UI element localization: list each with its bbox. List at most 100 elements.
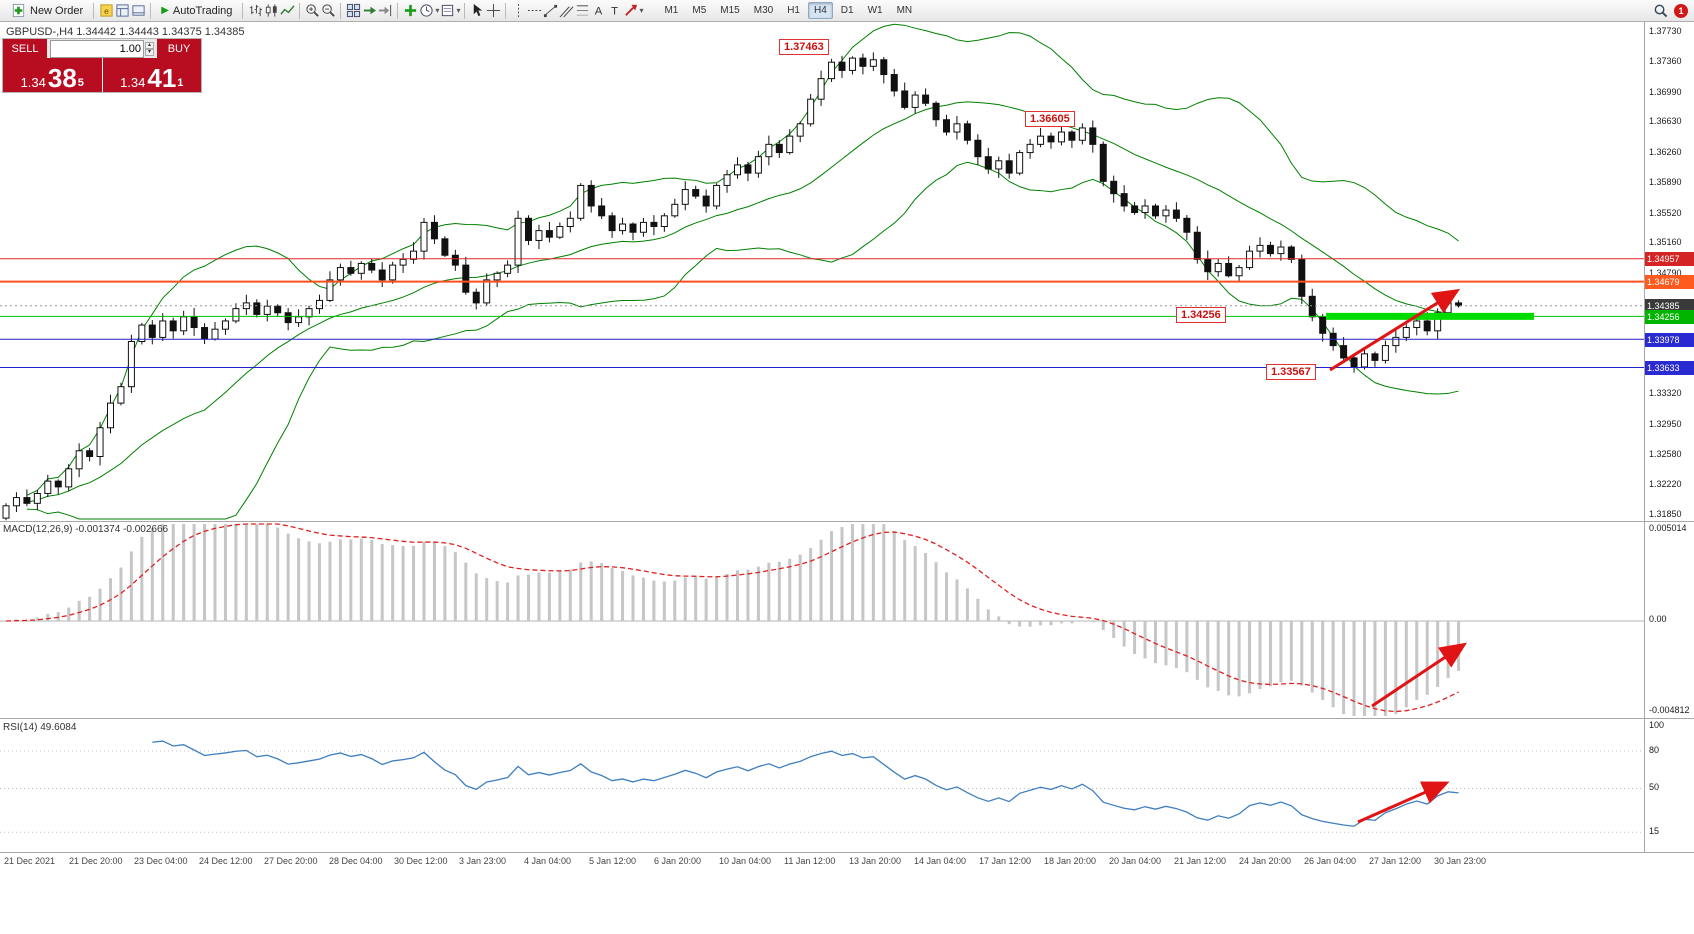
- price-callout[interactable]: 1.36605: [1025, 111, 1075, 127]
- buy-button[interactable]: BUY: [157, 39, 201, 58]
- volume-input[interactable]: [50, 39, 144, 58]
- search-icon[interactable]: [1652, 3, 1668, 19]
- timeframe-button-h4[interactable]: H4: [807, 2, 833, 19]
- price-divider: [101, 58, 103, 92]
- rsi-indicator-label: RSI(14) 49.6084: [3, 722, 77, 733]
- templates-dropdown-caret[interactable]: ▾: [456, 6, 461, 15]
- timeframe-button-h1[interactable]: H1: [787, 5, 800, 16]
- svg-text:e: e: [104, 6, 109, 16]
- macd-scale-label: 0.005014: [1649, 523, 1687, 533]
- cursor-icon[interactable]: [469, 3, 485, 19]
- sell-price-button[interactable]: 1.34 38 5: [3, 58, 102, 92]
- time-axis-label: 21 Dec 2021: [4, 856, 56, 866]
- price-axis-marker: 1.34957: [1645, 252, 1694, 267]
- time-axis-label: 4 Jan 04:00: [524, 856, 572, 866]
- time-axis-label: 14 Jan 04:00: [914, 856, 967, 866]
- time-axis-label: 21 Jan 12:00: [1174, 856, 1227, 866]
- autotrading-button[interactable]: ▶ AutoTrading: [155, 3, 238, 19]
- toolbar-separator: [397, 2, 399, 19]
- price-axis-label: 1.36630: [1649, 116, 1682, 127]
- arrows-dropdown-caret[interactable]: ▾: [639, 6, 644, 15]
- timeframe-button-m1[interactable]: M1: [664, 5, 679, 16]
- timeframe-button-mn[interactable]: MN: [896, 5, 913, 16]
- fibonacci-icon[interactable]: [574, 3, 590, 19]
- volume-down-icon[interactable]: ▾: [144, 48, 154, 56]
- chart-symbol-info: GBPUSD-,H4 1.34442 1.34443 1.34375 1.343…: [6, 26, 245, 38]
- market-watch-icon[interactable]: [114, 3, 130, 19]
- toolbar-separator: [93, 2, 95, 19]
- price-axis-label: 1.35890: [1649, 177, 1682, 188]
- time-axis-label: 23 Dec 04:00: [134, 856, 188, 866]
- timeframe-button-m5[interactable]: M5: [692, 5, 707, 16]
- rsi-scale-label: 100: [1649, 720, 1665, 730]
- sell-button[interactable]: SELL: [3, 39, 47, 58]
- price-axis-label: 1.36260: [1649, 146, 1682, 157]
- buy-price-pips: 41: [147, 62, 177, 93]
- crosshair-icon[interactable]: [485, 3, 501, 19]
- indicators-icon[interactable]: [402, 3, 418, 19]
- time-axis-label: 27 Dec 20:00: [264, 856, 318, 866]
- bar-chart-icon[interactable]: [247, 3, 263, 19]
- rsi-scale-label: 50: [1649, 782, 1660, 792]
- price-axis-label: 1.35160: [1649, 237, 1682, 248]
- time-axis-label: 3 Jan 23:00: [459, 856, 507, 866]
- buy-price-figure: 1.34: [120, 75, 146, 90]
- new-order-button[interactable]: New Order: [4, 1, 89, 21]
- line-chart-icon[interactable]: [279, 3, 295, 19]
- time-axis-label: 28 Dec 04:00: [329, 856, 383, 866]
- trendline-icon[interactable]: [542, 3, 558, 19]
- price-axis-label: 1.37360: [1649, 56, 1682, 67]
- price-callout[interactable]: 1.33567: [1266, 364, 1316, 380]
- periods-dropdown-caret[interactable]: ▾: [435, 6, 440, 15]
- price-axis-separator: [1644, 22, 1645, 852]
- macd-scale-label: 0.00: [1649, 614, 1667, 624]
- rsi-panel-separator[interactable]: [0, 718, 1694, 719]
- templates-icon[interactable]: [439, 3, 455, 19]
- price-axis-label: 1.35520: [1649, 207, 1682, 218]
- sell-price-figure: 1.34: [20, 75, 46, 90]
- price-axis-marker: 1.33633: [1645, 361, 1694, 376]
- macd-indicator-label: MACD(12,26,9) -0.001374 -0.002666: [3, 524, 169, 535]
- auto-scroll-icon[interactable]: [361, 3, 377, 19]
- label-icon[interactable]: T: [606, 3, 622, 19]
- macd-panel-separator[interactable]: [0, 521, 1694, 522]
- terminal-icon[interactable]: [130, 3, 146, 19]
- toolbar-separator: [340, 2, 342, 19]
- text-icon[interactable]: A: [590, 3, 606, 19]
- time-axis-label: 30 Jan 23:00: [1434, 856, 1487, 866]
- toolbar-separator: [464, 2, 466, 19]
- notification-icon[interactable]: 1: [1674, 3, 1688, 18]
- price-axis-label: 1.32220: [1649, 478, 1682, 489]
- timeframe-button-m30[interactable]: M30: [753, 5, 774, 16]
- volume-up-icon[interactable]: ▴: [144, 41, 154, 49]
- price-axis-label: 1.32580: [1649, 449, 1682, 460]
- price-axis-marker: 1.34679: [1645, 275, 1694, 290]
- rsi-scale-label: 15: [1649, 826, 1660, 836]
- zoom-in-icon[interactable]: [304, 3, 320, 19]
- candlestick-chart-icon[interactable]: [263, 3, 279, 19]
- timeframe-button-d1[interactable]: D1: [840, 5, 854, 16]
- price-axis-label: 1.37730: [1649, 26, 1682, 36]
- price-callout[interactable]: 1.37463: [779, 39, 829, 55]
- chart-canvas[interactable]: GBPUSD-,H4 1.34442 1.34443 1.34375 1.343…: [0, 22, 1694, 934]
- toolbar-separator: [242, 2, 244, 19]
- buy-price-button[interactable]: 1.34 41 1: [102, 58, 201, 93]
- periods-clock-icon[interactable]: [418, 3, 434, 19]
- toolbar-right-group: 1: [1652, 3, 1690, 19]
- time-axis-label: 21 Dec 20:00: [69, 856, 123, 866]
- volume-spinner[interactable]: ▴ ▾: [144, 41, 154, 56]
- timeframe-toolbar: M1 M5 M15 M30 H1 H4 D1 W1 MN: [657, 2, 919, 19]
- zoom-out-icon[interactable]: [320, 3, 336, 19]
- arrows-tool-icon[interactable]: [622, 3, 638, 19]
- chart-shift-icon[interactable]: [377, 3, 393, 19]
- tile-windows-icon[interactable]: [345, 3, 361, 19]
- equidistant-channel-icon[interactable]: [558, 3, 574, 19]
- price-axis-marker: 1.34385: [1645, 299, 1694, 314]
- metaeditor-icon[interactable]: e: [98, 3, 114, 19]
- price-axis-label: 1.36990: [1649, 86, 1682, 97]
- time-axis-label: 13 Jan 20:00: [849, 856, 902, 866]
- timeframe-button-w1[interactable]: W1: [867, 5, 883, 16]
- timeframe-button-m15[interactable]: M15: [720, 5, 740, 16]
- price-callout[interactable]: 1.34256: [1176, 307, 1226, 323]
